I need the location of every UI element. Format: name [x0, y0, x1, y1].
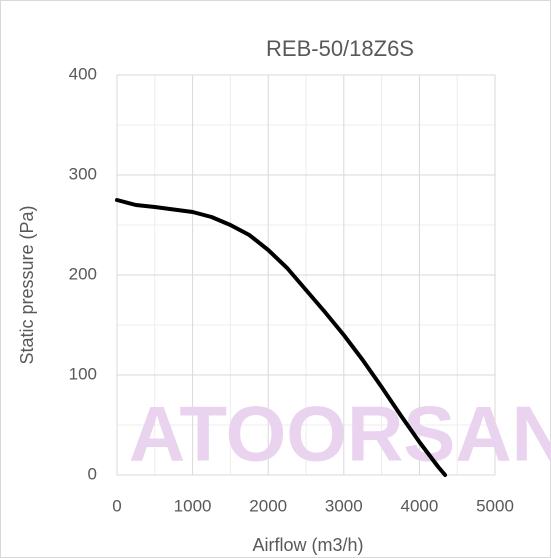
x-tick-label: 5000: [476, 496, 514, 515]
y-tick-label: 200: [69, 264, 97, 283]
y-tick-label: 100: [69, 364, 97, 383]
y-axis-label: Static pressure (Pa): [17, 205, 37, 364]
x-tick-label: 0: [112, 496, 121, 515]
chart-title: REB-50/18Z6S: [266, 36, 414, 61]
y-tick-label: 0: [88, 464, 97, 483]
y-tick-label: 400: [69, 64, 97, 83]
x-tick-label: 4000: [400, 496, 438, 515]
watermark: ATOORSAN: [129, 390, 551, 478]
x-tick-label: 1000: [174, 496, 212, 515]
x-tick-label: 3000: [325, 496, 363, 515]
y-tick-label: 300: [69, 164, 97, 183]
x-tick-label: 2000: [249, 496, 287, 515]
x-axis-label: Airflow (m3/h): [252, 535, 363, 555]
grid: [116, 74, 496, 476]
curve: [115, 198, 448, 477]
